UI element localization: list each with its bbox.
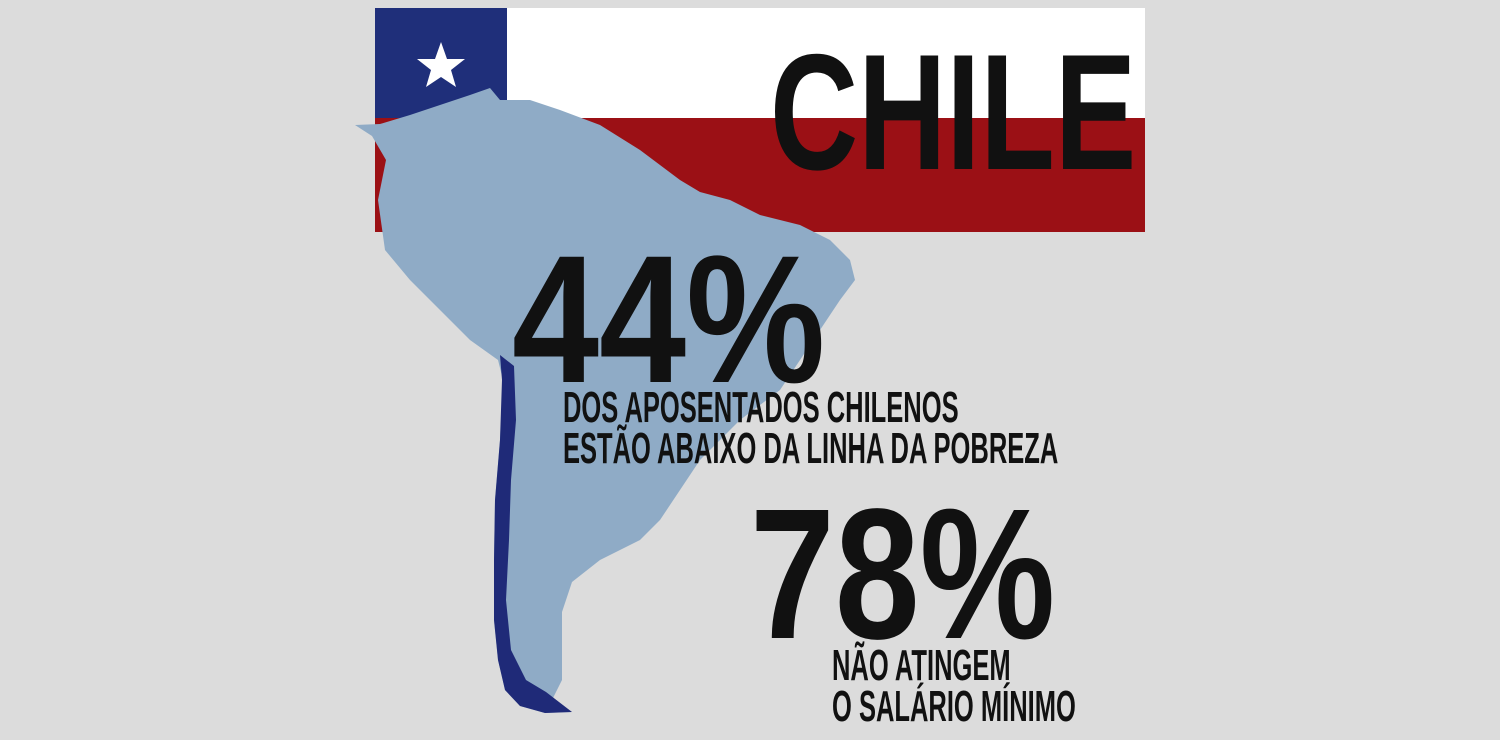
stat-2-value-container: 78% <box>750 482 1122 668</box>
stat-2-caption-line: O SALÁRIO MÍNIMO <box>832 682 1076 731</box>
chile-map <box>494 355 572 713</box>
stat-1-caption-line: DOS APOSENTADOS CHILENOS <box>563 383 959 432</box>
page-title: CHILE <box>770 20 1137 204</box>
south-america-map <box>355 88 855 713</box>
stat-1-caption: DOS APOSENTADOS CHILENOS ESTÃO ABAIXO DA… <box>563 386 1417 471</box>
stat-2-caption: NÃO ATINGEM O SALÁRIO MÍNIMO <box>832 644 1252 729</box>
stat-1-value: 44% <box>512 217 826 421</box>
stat-2-caption-line: NÃO ATINGEM <box>832 641 1011 690</box>
page-title-container: CHILE <box>770 30 1265 195</box>
stat-1-caption-line: ESTÃO ABAIXO DA LINHA DA POBREZA <box>563 424 1059 473</box>
stat-1-value-container: 44% <box>512 228 876 410</box>
star-icon <box>417 42 465 87</box>
stat-2-value: 78% <box>750 471 1056 678</box>
